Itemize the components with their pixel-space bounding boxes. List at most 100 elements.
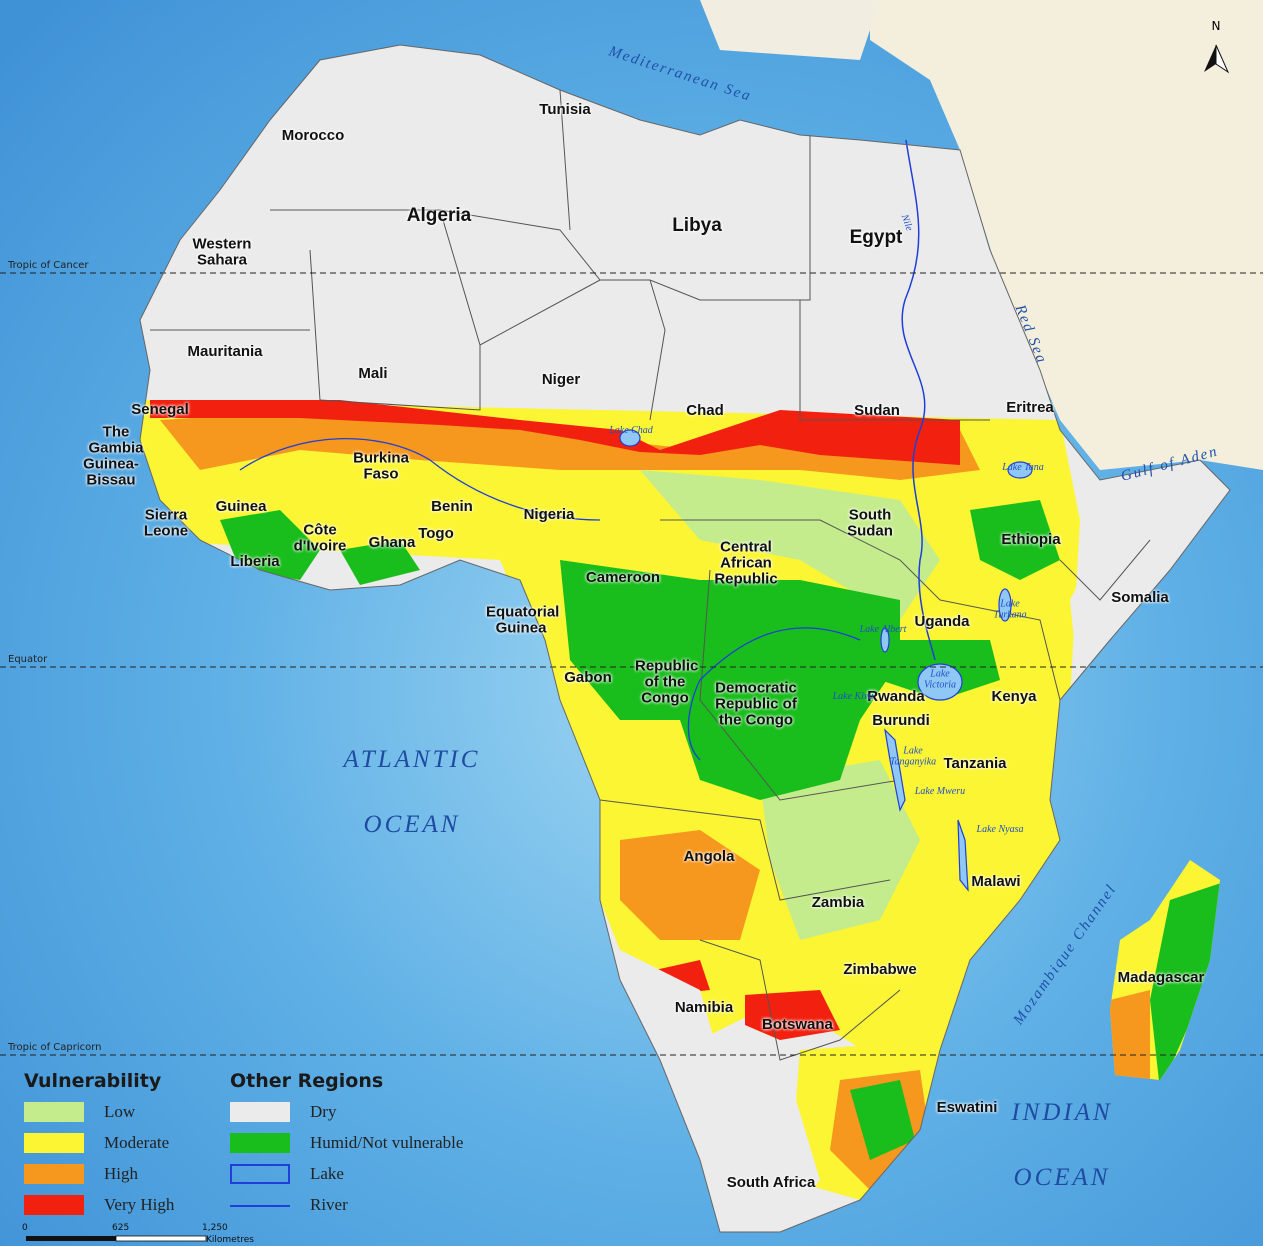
country-label: Gabon xyxy=(564,669,612,687)
legend-swatch xyxy=(230,1164,290,1184)
country-label: Tanzania xyxy=(943,755,1007,773)
nile xyxy=(901,139,936,661)
legend-swatch xyxy=(230,1102,290,1122)
scale-unit: Kilometres xyxy=(206,1235,254,1245)
lake-label: Lake Turkana xyxy=(993,598,1027,620)
country-label: Ethiopia xyxy=(1001,531,1061,549)
country-label: Eswatini xyxy=(936,1099,998,1117)
legend-item: High xyxy=(24,1164,324,1188)
country-label: Kenya xyxy=(991,688,1037,706)
country-label: Tunisia xyxy=(539,101,591,119)
country-label: Equatorial Guinea xyxy=(486,603,560,636)
legend-swatch xyxy=(24,1164,84,1184)
region xyxy=(760,760,920,940)
region xyxy=(1110,990,1150,1080)
legend-item: Very High xyxy=(24,1195,324,1219)
north-label: N xyxy=(1212,19,1221,33)
country-label: Madagascar xyxy=(1117,969,1205,987)
country-label: Zambia xyxy=(811,894,865,912)
scale-label: 0 xyxy=(22,1223,28,1233)
region xyxy=(1150,880,1220,1080)
arabia xyxy=(870,0,1263,470)
region xyxy=(850,1080,915,1160)
scale-label: 1,250 xyxy=(202,1223,228,1233)
country-label: Mali xyxy=(358,365,388,383)
north-arrow xyxy=(1204,44,1230,74)
country-label: Guinea xyxy=(215,498,267,516)
country-label: Malawi xyxy=(971,873,1021,891)
legend-label: High xyxy=(104,1164,138,1183)
country-label: Burundi xyxy=(872,712,930,730)
legend-swatch xyxy=(24,1102,84,1122)
legend-swatch xyxy=(24,1195,84,1215)
lake-label: Lake Tanganyika xyxy=(889,745,937,767)
country-label: South Africa xyxy=(726,1174,816,1192)
region xyxy=(970,500,1060,580)
sea-label: ATLANTIC OCEAN xyxy=(343,746,481,838)
country-label: Rwanda xyxy=(867,688,925,706)
country-label: Burkina Faso xyxy=(353,449,409,482)
country-label: Angola xyxy=(683,848,735,866)
country-label: Benin xyxy=(431,498,473,516)
country-label: Côte d'Ivoire xyxy=(293,521,347,554)
country-label: Chad xyxy=(686,402,724,420)
scale-label: 625 xyxy=(112,1223,130,1233)
country-label: Algeria xyxy=(406,205,472,227)
legend-title: Other Regions xyxy=(230,1070,384,1092)
country-label: Republic of the Congo xyxy=(635,657,699,706)
country-label: Egypt xyxy=(849,227,903,249)
legend-swatch xyxy=(230,1205,290,1207)
region xyxy=(340,540,420,585)
country-label: Guinea-Bissau xyxy=(83,455,139,488)
borders xyxy=(150,89,1151,1061)
legend: Vulnerability Low Moderate High Very High Oth… xyxy=(0,1062,560,1246)
sea-label: INDIAN OCEAN xyxy=(1011,1099,1113,1191)
country-label: Senegal xyxy=(131,401,189,419)
legend-label: Low xyxy=(104,1102,136,1121)
country-label: Uganda xyxy=(914,613,970,631)
country-label: Togo xyxy=(418,525,454,543)
sea-label: Mozambique Channel xyxy=(1010,881,1121,1028)
europe xyxy=(700,0,880,60)
country-label: Sierra Leone xyxy=(143,506,189,539)
lake-label: Lake Chad xyxy=(609,424,653,436)
country-label: Liberia xyxy=(230,553,280,571)
lake-label: Lake Albert xyxy=(859,623,907,635)
scale-bar xyxy=(26,1235,207,1242)
country-label: Morocco xyxy=(281,127,345,145)
legend-label: Very High xyxy=(104,1195,175,1214)
legend-label: Dry xyxy=(310,1102,337,1121)
region xyxy=(640,470,940,620)
reference-line-label: Tropic of Capricorn xyxy=(8,1042,102,1053)
legend-item: Humid/Not vulnerable xyxy=(230,1133,530,1157)
country-label: Botswana xyxy=(762,1016,833,1034)
legend-title: Vulnerability xyxy=(24,1070,162,1092)
country-label: Niger xyxy=(541,371,581,389)
country-label: Sudan xyxy=(854,402,900,420)
country-label: Namibia xyxy=(674,999,734,1017)
legend-swatch xyxy=(230,1133,290,1153)
reference-line-label: Tropic of Cancer xyxy=(8,260,89,271)
country-label: South Sudan xyxy=(847,506,893,539)
sea-label: Red Sea xyxy=(1011,302,1050,367)
legend-label: Lake xyxy=(310,1164,344,1183)
sea-label: Gulf of Aden xyxy=(1119,443,1221,485)
legend-item: Moderate xyxy=(24,1133,324,1157)
country-label: Western Sahara xyxy=(192,235,252,268)
country-label: Ghana xyxy=(368,534,416,552)
lake-label: Lake Tana xyxy=(1002,461,1044,473)
legend-label: River xyxy=(310,1195,348,1214)
country-label: Mauritania xyxy=(187,343,263,361)
legend-swatch xyxy=(24,1133,84,1153)
country-label: Nigeria xyxy=(523,506,575,524)
country-label: Cameroon xyxy=(585,569,661,587)
country-label: The Gambia xyxy=(88,423,144,456)
country-label: Somalia xyxy=(1111,589,1169,607)
country-label: Democratic Republic of the Congo xyxy=(715,679,797,728)
lakes xyxy=(619,429,1033,892)
legend-item: River xyxy=(230,1195,530,1219)
